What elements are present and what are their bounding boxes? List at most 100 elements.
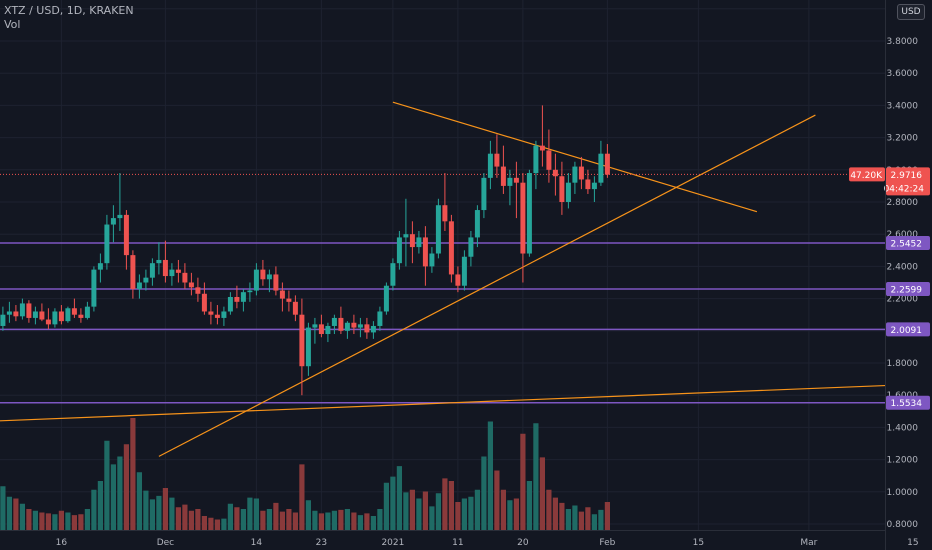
- candle-body: [305, 327, 311, 367]
- axis-separator: [885, 0, 886, 550]
- volume-bar: [253, 498, 259, 530]
- price-axis-bg: [886, 0, 932, 550]
- volume-bar: [260, 510, 266, 530]
- candle-body: [26, 303, 32, 318]
- volume-bar: [71, 515, 77, 530]
- candle-body: [422, 237, 428, 267]
- volume-bar: [45, 513, 51, 530]
- volume-bar: [247, 497, 253, 530]
- currency-button[interactable]: USD: [897, 4, 925, 20]
- candle-body: [461, 256, 467, 286]
- candle-body: [299, 314, 305, 367]
- candle-body: [585, 179, 591, 190]
- volume-bar: [585, 507, 591, 530]
- price-axis[interactable]: 43.80003.60003.40003.20003.00002.80002.6…: [886, 0, 932, 550]
- candle-body: [578, 166, 584, 180]
- price-tick-label: 0.8000: [887, 520, 919, 530]
- candle-body: [247, 290, 253, 293]
- candle-body: [78, 314, 84, 318]
- candle-body: [383, 285, 389, 312]
- volume-bar: [104, 440, 110, 530]
- candle-body: [416, 237, 422, 248]
- volume-bar: [357, 515, 363, 530]
- volume-bar: [117, 456, 123, 530]
- price-tick-label: 1.8000: [887, 359, 919, 369]
- volume-bar: [396, 466, 402, 530]
- candle-body: [195, 287, 201, 294]
- volume-bar: [279, 511, 285, 530]
- price-tick-label: 2.8000: [887, 198, 919, 208]
- candle-body: [565, 182, 571, 202]
- volume-bar: [273, 502, 279, 530]
- candle-body: [396, 237, 402, 264]
- volume-bar: [403, 492, 409, 530]
- candle-body: [279, 290, 285, 299]
- candle-body: [370, 325, 376, 333]
- volume-bar: [195, 509, 201, 530]
- candle-body: [292, 301, 298, 315]
- candle-body: [104, 224, 110, 264]
- candle-body: [84, 306, 90, 318]
- candle-body: [6, 311, 12, 315]
- candle-body: [188, 282, 194, 288]
- volume-bar: [0, 486, 6, 530]
- candle-body: [539, 145, 545, 151]
- candle-body: [559, 176, 565, 202]
- time-axis-bg: [0, 531, 885, 550]
- volume-bar: [507, 500, 513, 530]
- candle-body: [338, 317, 344, 331]
- time-tick-label: 20: [517, 538, 529, 548]
- last-volume-tag: [849, 167, 885, 182]
- time-tick-label: 15: [693, 538, 704, 548]
- volume-bar: [305, 500, 311, 530]
- trendlines[interactable]: [0, 101, 886, 457]
- candle-body: [117, 214, 123, 219]
- candle-body: [208, 311, 214, 315]
- volume-bar: [39, 512, 45, 530]
- volume-bar: [227, 503, 233, 530]
- candle-body: [344, 322, 350, 331]
- time-axis[interactable]: 16 Dec 14 23 2021 11 20 Feb 15 Mar 15: [0, 531, 919, 550]
- volume-bar: [468, 496, 474, 530]
- volume-bar: [78, 514, 84, 530]
- price-tick-label: 3.8000: [887, 37, 919, 47]
- volume-bar: [526, 481, 532, 530]
- candle-body: [143, 277, 149, 283]
- candle-body: [13, 311, 19, 317]
- candle-body: [52, 311, 58, 325]
- candle-body: [19, 303, 25, 317]
- symbol-title[interactable]: XTZ / USD, 1D, KRAKEN: [4, 4, 134, 17]
- candle-body: [390, 263, 396, 286]
- candle-body: [149, 263, 155, 278]
- candle-body: [351, 322, 357, 328]
- volume-indicator-label[interactable]: Vol: [4, 18, 21, 31]
- time-tick-label: 14: [251, 538, 263, 548]
- volume-bar: [364, 513, 370, 530]
- candle-body: [604, 153, 610, 175]
- level-price-label: 2.5452: [891, 240, 923, 250]
- volume-bar: [591, 514, 597, 530]
- volume-bar: [572, 505, 578, 530]
- candle-body: [162, 259, 168, 277]
- candle-body: [520, 182, 526, 254]
- candle-body: [175, 269, 181, 273]
- volume-bar: [214, 519, 220, 530]
- volume-bar: [312, 510, 318, 530]
- candle-body: [364, 324, 370, 333]
- volume-bar: [13, 498, 19, 530]
- price-tick-label: 1.0000: [887, 488, 919, 498]
- volume-bar: [383, 482, 389, 530]
- candle-body: [546, 150, 552, 170]
- candle-body: [0, 314, 6, 326]
- candle-body: [156, 259, 162, 264]
- volume-bar: [162, 488, 168, 530]
- volume-bar: [344, 509, 350, 530]
- time-tick-label: 2021: [381, 538, 404, 548]
- candle-body: [286, 298, 292, 302]
- volume-bar: [149, 499, 155, 530]
- candle-body: [253, 269, 259, 291]
- candle-body: [214, 314, 220, 318]
- volume-bar: [377, 509, 383, 530]
- volume-bar: [234, 507, 240, 530]
